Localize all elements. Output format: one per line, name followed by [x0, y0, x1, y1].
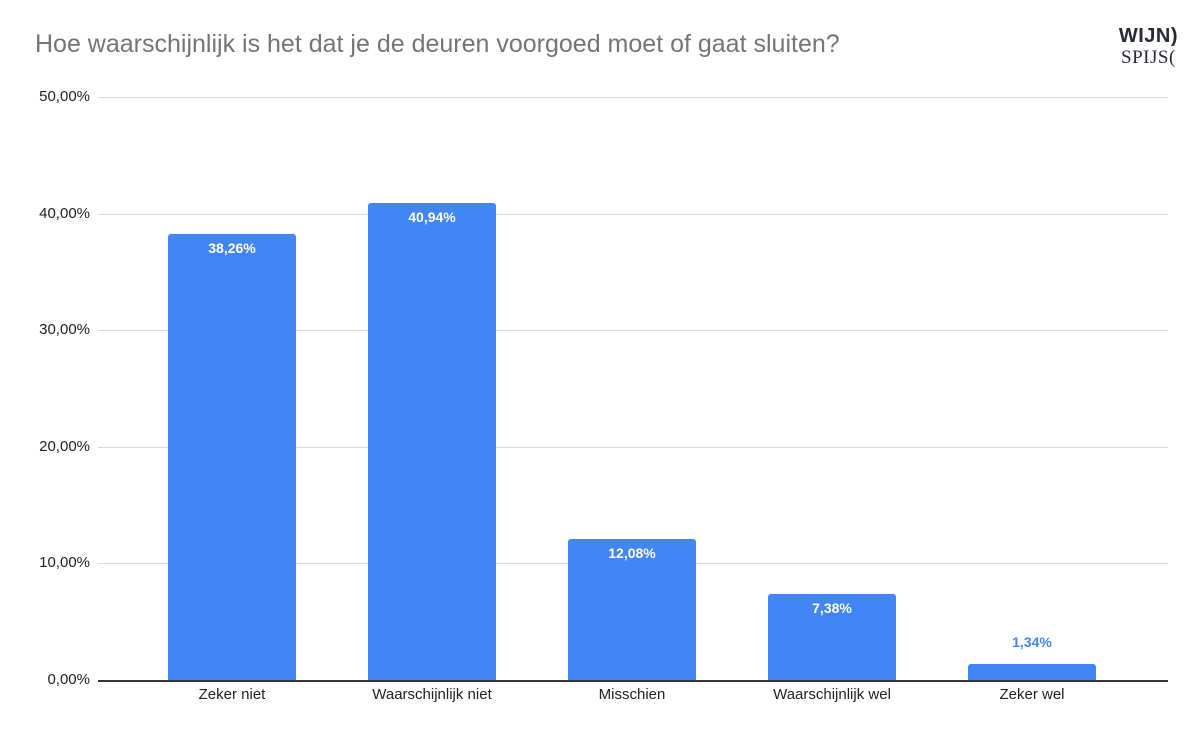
x-axis-baseline — [98, 680, 1168, 682]
logo-wordmark-wijn: WIJN) — [1118, 25, 1178, 47]
brand-logo: WIJN) SPIJS( — [1119, 26, 1178, 67]
bar — [768, 593, 896, 680]
x-tick-label: Zeker niet — [198, 686, 266, 703]
bar-value-label: 40,94% — [408, 208, 456, 225]
bar-value-label: 1,34% — [1012, 634, 1052, 651]
y-tick-label: 40,00% — [39, 204, 90, 222]
logo-swirl-bottom-icon: ( — [1168, 47, 1176, 68]
chart-title: Hoe waarschijnlijk is het dat je de deur… — [35, 30, 840, 58]
bar-value-label: 38,26% — [208, 239, 256, 256]
y-tick-label: 0,00% — [47, 671, 90, 688]
gridline — [98, 446, 1168, 448]
bar — [968, 664, 1096, 680]
y-axis: 0,00% 10,00% 20,00% 30,00% 40,00% 50,00% — [0, 88, 90, 688]
x-tick-label: Waarschijnlijk niet — [372, 686, 492, 703]
y-tick-label: 50,00% — [39, 88, 90, 105]
gridline — [98, 213, 1168, 215]
x-tick-label: Zeker wel — [999, 686, 1065, 703]
x-tick-label: Waarschijnlijk wel — [773, 686, 891, 703]
logo-wordmark-spijs: SPIJS( — [1121, 47, 1176, 68]
logo-swirl-top-icon: ) — [1170, 25, 1178, 47]
y-tick-label: 10,00% — [39, 554, 90, 572]
x-axis: Zeker niet Waarschijnlijk niet Misschien Wa… — [98, 685, 1168, 709]
y-tick-label: 30,00% — [39, 321, 90, 339]
gridline — [98, 97, 1168, 98]
x-tick-label: Misschien — [598, 686, 666, 703]
y-tick-label: 20,00% — [39, 437, 90, 455]
bar — [368, 202, 496, 680]
bar-value-label: 12,08% — [608, 545, 656, 562]
gridline — [98, 330, 1168, 332]
plot-area: 38,26% 40,94% 12,08% 7,38% 1,34% — [98, 97, 1168, 682]
bar-value-label: 7,38% — [812, 599, 852, 616]
bar — [568, 539, 696, 680]
bar — [168, 233, 296, 680]
